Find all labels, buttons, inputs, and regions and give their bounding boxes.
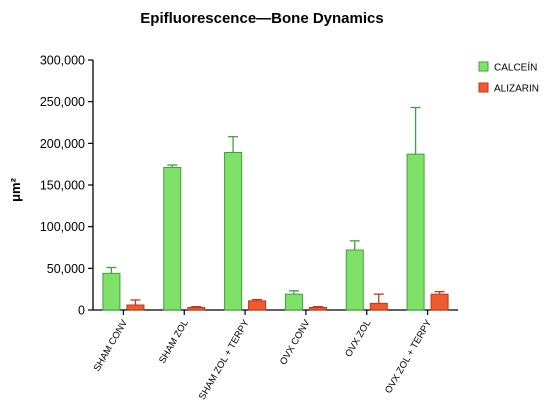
bars [102,106,449,311]
bar-calcein [163,167,182,311]
x-category-label: OVX CONV [278,317,313,367]
legend: CALCEÍN ALIZARIN [478,61,539,95]
y-tick-label: 150,000 [40,179,85,193]
bar-alizarin [126,304,145,311]
bar-alizarin [187,307,206,311]
bar-alizarin [308,307,327,311]
bar-calcein [102,272,121,311]
y-tick-label: 200,000 [40,137,85,151]
y-axis-label: μm² [8,177,23,202]
bar-alizarin [369,302,388,311]
y-tick-label: 250,000 [40,95,85,109]
legend-swatch-calcein [478,61,489,72]
legend-swatch-alizarin [478,82,489,93]
bar-alizarin [248,300,267,311]
axes: 0 50,000 100,000 150,000 200,000 250,000 300,0… [40,54,458,402]
y-tick-label: 0 [78,304,85,318]
y-tick-label: 100,000 [40,220,85,234]
y-tick-label: 300,000 [40,54,85,68]
legend-label-alizarin: ALIZARIN [494,84,539,95]
chart-title: Epifluorescence—Bone Dynamics [140,10,383,27]
x-category-label: SHAM ZOL + TERPY [197,317,252,401]
y-tick-label: 50,000 [47,262,85,276]
x-category-label: OVX ZOL + TERPY [383,317,434,395]
legend-label-calcein: CALCEÍN [494,61,537,74]
x-category-label: OVX ZOL [343,318,373,359]
bar-alizarin [430,293,449,311]
bar-calcein [345,249,364,311]
x-category-label: SHAM CONV [92,317,131,373]
bar-calcein [224,152,243,311]
bar-calcein [406,153,425,311]
bar-calcein [284,293,303,311]
x-category-label: SHAM ZOL [157,318,191,366]
